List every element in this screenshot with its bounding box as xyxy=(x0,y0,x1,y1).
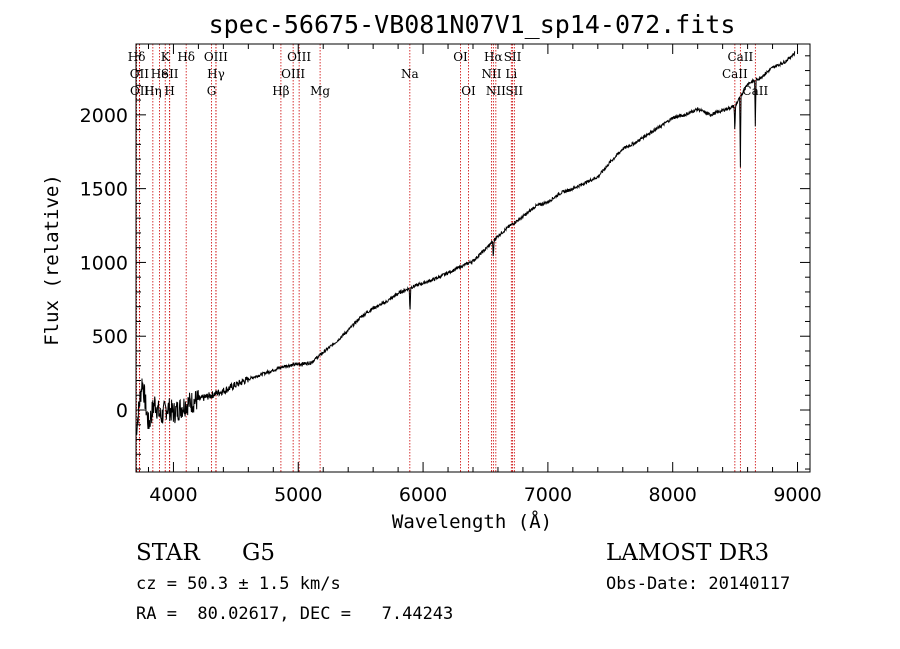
x-tick-label-5: 9000 xyxy=(773,484,821,506)
line-label-0: Hδ xyxy=(128,50,146,64)
line-label-19: Hα xyxy=(484,50,503,64)
line-label-11: G xyxy=(207,84,217,98)
line-label-4: He xyxy=(151,67,169,81)
y-tick-label-3: 1500 xyxy=(80,179,128,201)
line-label-17: OI xyxy=(453,50,468,64)
x-tick-label-1: 5000 xyxy=(274,484,322,506)
plot-frame xyxy=(135,43,811,473)
line-label-3: K xyxy=(161,50,171,64)
x-tick-label-0: 4000 xyxy=(149,484,197,506)
y-tick-label-1: 500 xyxy=(92,326,128,348)
x-axis-label: Wavelength (Å) xyxy=(392,510,552,533)
line-label-8: Hδ xyxy=(177,50,195,64)
line-label-5: Hη xyxy=(144,84,162,98)
line-label-6: SII xyxy=(161,67,179,81)
emission-line-markers xyxy=(136,44,756,472)
y-axis-label: Flux (relative) xyxy=(41,174,63,346)
line-label-20: NII xyxy=(481,67,501,81)
line-label-15: Mg xyxy=(310,84,330,98)
x-axis-ticks: 4000 5000 6000 7000 8000 9000 xyxy=(147,44,822,506)
line-label-2: OII xyxy=(130,84,150,98)
y-axis-ticks: 0 500 1000 1500 2000 xyxy=(80,55,810,470)
line-label-24: SII xyxy=(505,84,523,98)
x-tick-label-3: 7000 xyxy=(524,484,572,506)
line-label-7: H xyxy=(164,84,174,98)
line-label-26: CaII xyxy=(722,67,748,81)
y-tick-label-4: 2000 xyxy=(80,105,128,127)
line-label-22: SII xyxy=(504,50,522,64)
line-label-25: CaII xyxy=(727,50,753,64)
y-tick-label-2: 1000 xyxy=(80,252,128,274)
spectrum-series-line xyxy=(135,50,796,436)
line-label-14: OIII xyxy=(281,67,305,81)
coordinates-readout: RA = 80.02617, DEC = 7.44243 xyxy=(136,604,454,624)
line-label-21: NII xyxy=(486,84,506,98)
line-label-1: OII xyxy=(130,67,150,81)
y-tick-label-0: 0 xyxy=(116,400,128,422)
line-label-13: OIII xyxy=(287,50,311,64)
obs-date: Obs-Date: 20140117 xyxy=(606,574,791,594)
emission-line-labels: Hδ OII OII K He Hη SII H Hδ OIII Hγ G Hβ OIII OIII Mg Na… xyxy=(128,50,769,98)
line-label-12: Hβ xyxy=(272,84,289,98)
x-tick-label-2: 6000 xyxy=(399,484,447,506)
x-tick-label-4: 8000 xyxy=(649,484,697,506)
line-label-16: Na xyxy=(401,67,419,81)
redshift-readout: cz = 50.3 ± 1.5 km/s xyxy=(136,574,341,594)
line-label-18: OI xyxy=(461,84,476,98)
line-label-10: Hγ xyxy=(207,67,225,81)
line-label-9: OIII xyxy=(204,50,228,64)
line-label-23: Li xyxy=(505,67,517,81)
object-class: STAR xyxy=(136,540,200,566)
object-subclass: G5 xyxy=(242,540,276,566)
survey-name: LAMOST DR3 xyxy=(606,540,770,566)
chart-title: spec-56675-VB081N07V1_sp14-072.fits xyxy=(209,10,736,39)
